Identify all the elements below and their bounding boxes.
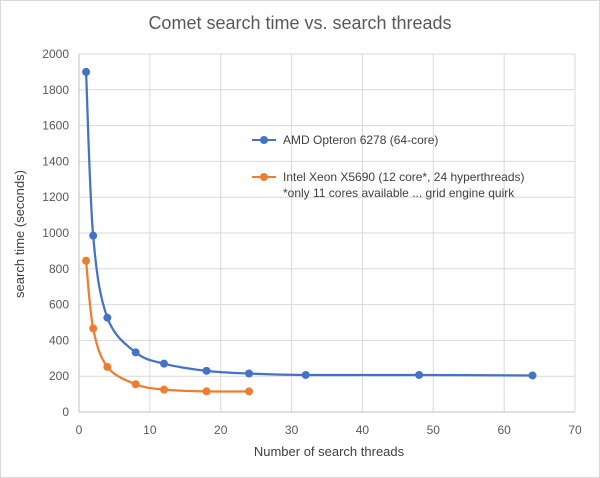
legend-note-intel: *only 11 cores available ... grid engine… bbox=[283, 186, 515, 200]
x-tick-label: 0 bbox=[76, 423, 83, 437]
y-tick-label: 1000 bbox=[42, 226, 69, 240]
data-point bbox=[202, 366, 211, 375]
series bbox=[82, 67, 537, 396]
x-tick-label: 50 bbox=[427, 423, 441, 437]
y-tick-labels: 0 200 400 600 800 1000 1200 1400 1600 1800 2000 bbox=[42, 47, 69, 419]
x-tick-label: 40 bbox=[356, 423, 370, 437]
y-tick-label: 800 bbox=[49, 262, 69, 276]
x-tick-label: 20 bbox=[214, 423, 228, 437]
y-tick-label: 1200 bbox=[42, 190, 69, 204]
data-point bbox=[160, 385, 169, 394]
data-point bbox=[131, 348, 140, 357]
x-tick-label: 70 bbox=[568, 423, 582, 437]
y-tick-label: 200 bbox=[49, 369, 69, 383]
y-tick-label: 2000 bbox=[42, 47, 69, 61]
data-point bbox=[245, 369, 254, 378]
legend-swatch-amd-marker bbox=[260, 136, 268, 144]
legend-label-intel: Intel Xeon X5690 (12 core*, 24 hyperthre… bbox=[283, 170, 525, 184]
legend: AMD Opteron 6278 (64-core) Intel Xeon X5… bbox=[252, 133, 525, 200]
data-point bbox=[131, 380, 140, 389]
chart-title: Comet search time vs. search threads bbox=[148, 13, 451, 33]
x-axis-title: Number of search threads bbox=[254, 444, 405, 459]
data-point bbox=[160, 359, 169, 368]
data-point bbox=[103, 362, 112, 371]
x-tick-label: 30 bbox=[285, 423, 299, 437]
legend-item-intel: Intel Xeon X5690 (12 core*, 24 hyperthre… bbox=[252, 170, 525, 200]
data-point bbox=[301, 370, 310, 379]
y-tick-label: 1600 bbox=[42, 119, 69, 133]
x-tick-label: 60 bbox=[497, 423, 511, 437]
data-point bbox=[415, 370, 424, 379]
data-point bbox=[103, 313, 112, 322]
data-point bbox=[82, 256, 91, 265]
x-tick-label: 10 bbox=[143, 423, 157, 437]
legend-label-amd: AMD Opteron 6278 (64-core) bbox=[283, 133, 438, 147]
data-point bbox=[202, 387, 211, 396]
series-0 bbox=[82, 67, 537, 380]
data-point bbox=[89, 231, 98, 240]
legend-item-amd: AMD Opteron 6278 (64-core) bbox=[252, 133, 438, 147]
y-axis-title: search time (seconds) bbox=[12, 170, 27, 298]
series-1 bbox=[82, 256, 254, 396]
series-line bbox=[84, 71, 533, 377]
data-point bbox=[528, 371, 537, 380]
y-tick-label: 400 bbox=[49, 333, 69, 347]
y-tick-label: 1400 bbox=[42, 154, 69, 168]
data-point bbox=[245, 387, 254, 396]
x-tick-labels: 0 10 20 30 40 50 60 70 bbox=[76, 423, 582, 437]
gridlines bbox=[79, 53, 576, 412]
y-tick-label: 1800 bbox=[42, 83, 69, 97]
y-tick-label: 600 bbox=[49, 298, 69, 312]
y-tick-label: 0 bbox=[62, 405, 69, 419]
legend-swatch-intel-marker bbox=[260, 173, 268, 181]
data-point bbox=[82, 67, 91, 76]
axes bbox=[78, 54, 575, 413]
data-point bbox=[89, 324, 98, 333]
